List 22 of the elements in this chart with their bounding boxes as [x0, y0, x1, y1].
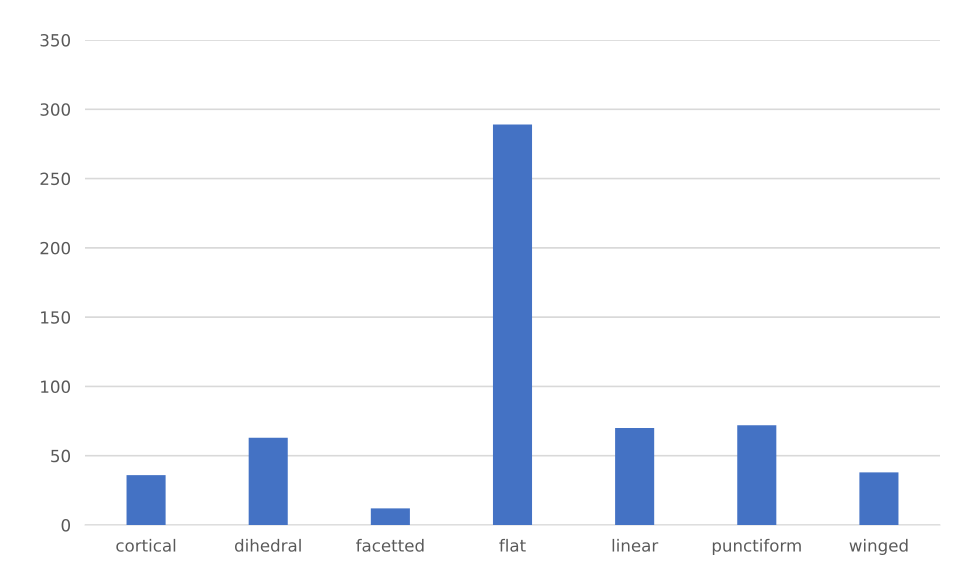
x-tick-label: linear — [612, 538, 658, 552]
x-tick-label: facetted — [356, 538, 424, 552]
bar — [492, 124, 532, 525]
y-tick-label: 150 — [41, 311, 70, 324]
x-tick-label: punctiform — [712, 538, 801, 556]
x-tick-label: winged — [850, 538, 908, 556]
x-tick-label: flat — [499, 538, 526, 552]
bar — [859, 472, 898, 525]
x-tick-label: dihedral — [234, 538, 301, 552]
x-tick-label: cortical — [116, 538, 176, 552]
y-tick-label: 300 — [40, 103, 70, 116]
y-tick-label: 350 — [40, 34, 70, 47]
bar — [126, 475, 166, 525]
y-tick-label: 0 — [62, 518, 70, 532]
y-tick-label: 200 — [40, 242, 70, 254]
bar — [615, 428, 654, 525]
bar — [248, 438, 288, 525]
y-tick-label: 50 — [51, 450, 70, 462]
bar — [370, 508, 410, 525]
y-tick-label: 100 — [41, 380, 70, 393]
bar — [737, 425, 776, 525]
y-tick-label: 250 — [40, 172, 70, 186]
